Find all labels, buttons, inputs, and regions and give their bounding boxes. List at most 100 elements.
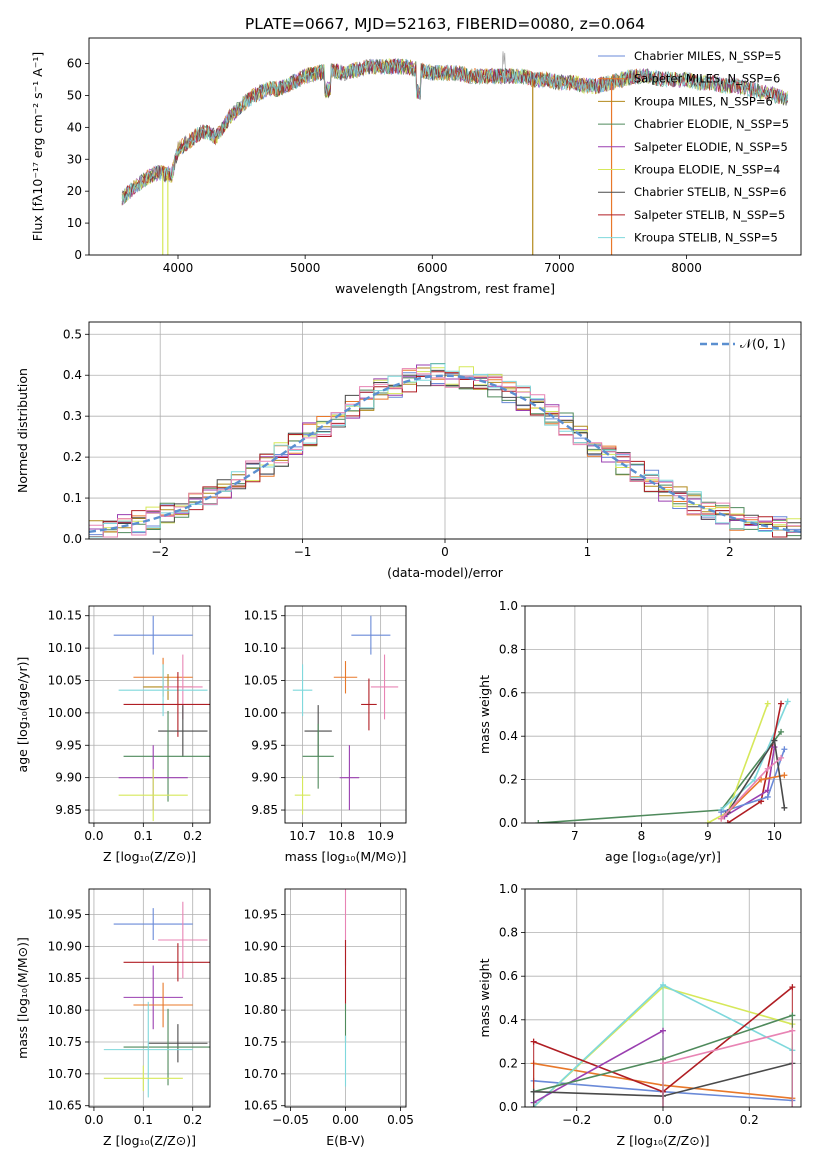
x-tick-label: 10.8 — [328, 829, 355, 843]
y-tick-label: 10.95 — [48, 907, 82, 921]
y-tick-label: 10.85 — [48, 971, 82, 985]
x-tick-label: 9 — [704, 829, 712, 843]
legend-label: Chabrier ELODIE, N_SSP=5 — [634, 117, 789, 131]
y-tick-label: 0.0 — [63, 532, 82, 546]
x-tick-label: 0.1 — [134, 829, 153, 843]
y-tick-label: 9.90 — [55, 771, 82, 785]
y-axis-label: mass weight — [477, 958, 492, 1037]
x-tick-label: 0.0 — [84, 1113, 103, 1127]
y-axis-label: mass [log₁₀(M/M⊙)] — [15, 937, 30, 1059]
y-axis-label: mass weight — [477, 675, 492, 754]
x-axis-label: (data-model)/error — [387, 565, 504, 580]
legend-label: Salpeter ELODIE, N_SSP=5 — [634, 140, 788, 154]
weight-marker — [778, 700, 785, 707]
y-tick-label: 10.15 — [48, 609, 82, 623]
histogram-salpeter_stelib — [89, 371, 801, 538]
x-tick-label: 4000 — [163, 261, 194, 275]
y-tick-label: 0.3 — [63, 409, 82, 423]
x-tick-label: 5000 — [290, 261, 321, 275]
y-tick-label: 10.80 — [244, 1003, 278, 1017]
legend-label: Salpeter STELIB, N_SSP=5 — [634, 208, 785, 222]
y-tick-label: 0.8 — [499, 642, 518, 656]
weight-marker — [771, 737, 778, 744]
x-axis-label: wavelength [Angstrom, rest frame] — [335, 281, 555, 296]
gridlines — [89, 606, 210, 823]
x-tick-label: 0.2 — [183, 1113, 202, 1127]
x-axis-label: age [log₁₀(age/yr)] — [605, 849, 721, 864]
legend-label: 𝒩(0, 1) — [740, 336, 786, 351]
x-tick-label: −0.2 — [562, 1113, 591, 1127]
panel-spectrum: 4000 5000 6000 7000 8000 0 10 20 30 40 50 60 wavelen… — [30, 37, 802, 296]
weight-marker — [781, 804, 788, 811]
x-axis-label: mass [log₁₀(M/M⊙)] — [285, 849, 407, 864]
y-tick-label: 10.65 — [48, 1099, 82, 1113]
weight-marker — [784, 698, 791, 705]
y-tick-label: 10.85 — [244, 971, 278, 985]
y-tick-label: 30 — [67, 152, 82, 166]
x-tick-label: 1 — [584, 545, 592, 559]
axes-frame — [88, 888, 211, 1108]
weight-marker — [781, 772, 788, 779]
x-axis-label: Z [log₁₀(Z/Z⊙)] — [103, 1133, 196, 1148]
y-tick-label: 0 — [74, 248, 82, 262]
axes-frame — [284, 888, 407, 1108]
y-tick-label: 10.80 — [48, 1003, 82, 1017]
x-tick-label: −0.05 — [272, 1113, 309, 1127]
y-tick-label: 0.6 — [499, 969, 518, 983]
legend-label: Kroupa STELIB, N_SSP=5 — [634, 231, 778, 245]
y-tick-label: 20 — [67, 184, 82, 198]
y-tick-label: 60 — [67, 57, 82, 71]
y-tick-label: 10.75 — [48, 1035, 82, 1049]
weight-marker — [764, 765, 771, 772]
plot-body — [292, 615, 399, 815]
legend: Chabrier MILES, N_SSP=5 Salpeter MILES, N… — [598, 49, 789, 245]
panel-age_vs_Z: 0.0 0.1 0.2 9.85 9.90 9.95 10.00 10.05 10.10 10.1… — [15, 605, 211, 864]
y-tick-label: 10.15 — [244, 609, 278, 623]
normal-curve — [89, 374, 801, 533]
y-tick-label: 10 — [67, 216, 82, 230]
y-tick-label: 9.95 — [251, 738, 278, 752]
x-tick-label: 10.7 — [289, 829, 316, 843]
y-tick-label: 40 — [67, 120, 82, 134]
panel-weight_vs_age: 7 8 9 10 0.0 0.2 0.4 0.6 0.8 1.0 age [log₁₀(age/yr… — [477, 599, 802, 864]
legend: 𝒩(0, 1) — [700, 336, 786, 351]
y-tick-label: 10.70 — [244, 1067, 278, 1081]
x-tick-label: 8000 — [671, 261, 702, 275]
weight-marker — [535, 820, 542, 823]
x-tick-label: 7000 — [544, 261, 575, 275]
y-tick-label: 0.2 — [499, 773, 518, 787]
x-tick-label: 0.05 — [387, 1113, 414, 1127]
x-tick-label: 10 — [767, 829, 782, 843]
plot-body — [89, 363, 801, 538]
x-tick-label: 2 — [726, 545, 734, 559]
x-axis-label: Z [log₁₀(Z/Z⊙)] — [103, 849, 196, 864]
x-tick-label: 0.00 — [332, 1113, 359, 1127]
axes-frame — [88, 605, 211, 824]
x-axis-label: E(B-V) — [326, 1133, 365, 1148]
x-tick-label: 0.2 — [183, 829, 202, 843]
y-tick-label: 0.5 — [63, 327, 82, 341]
plot-body — [103, 901, 210, 1098]
y-tick-label: 0.4 — [63, 368, 82, 382]
figure-title: PLATE=0667, MJD=52163, FIBERID=0080, z=0… — [245, 15, 645, 33]
x-tick-label: 0.0 — [653, 1113, 672, 1127]
y-tick-label: 10.05 — [48, 673, 82, 687]
y-tick-label: 9.90 — [251, 771, 278, 785]
y-tick-label: 0.0 — [499, 1100, 518, 1114]
y-tick-label: 10.75 — [244, 1035, 278, 1049]
x-tick-label: 6000 — [417, 261, 448, 275]
legend-label: Salpeter MILES, N_SSP=6 — [634, 72, 780, 86]
y-tick-label: 0.4 — [499, 1013, 518, 1027]
y-tick-label: 0.2 — [499, 1056, 518, 1070]
y-tick-label: 10.90 — [244, 939, 278, 953]
weight-line-pink — [662, 1029, 793, 1065]
y-tick-label: 50 — [67, 88, 82, 102]
x-tick-label: 10.9 — [367, 829, 394, 843]
y-tick-label: 0.0 — [499, 816, 518, 830]
legend-label: Chabrier STELIB, N_SSP=6 — [634, 185, 786, 199]
axes-frame — [524, 888, 802, 1108]
x-tick-label: −2 — [151, 545, 169, 559]
y-tick-label: 10.90 — [48, 939, 82, 953]
gridlines — [525, 605, 801, 824]
